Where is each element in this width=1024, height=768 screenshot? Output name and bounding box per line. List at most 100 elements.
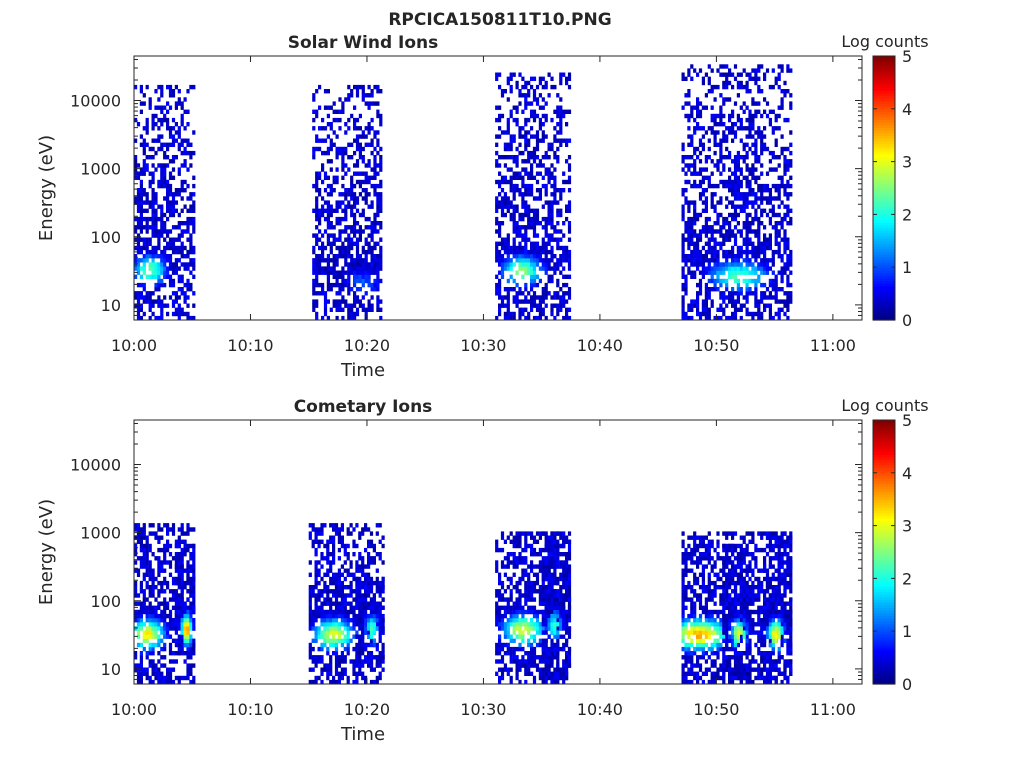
- heatmap-cell: [312, 233, 316, 238]
- heatmap-cell: [320, 667, 324, 672]
- heatmap-cell: [698, 291, 703, 296]
- heatmap-cell: [347, 93, 351, 98]
- heatmap-cell: [139, 601, 143, 606]
- heatmap-cell: [145, 547, 149, 553]
- heatmap-cell: [142, 258, 146, 263]
- heatmap-cell: [139, 183, 143, 189]
- heatmap-cell: [527, 249, 531, 255]
- heatmap-cell: [701, 142, 705, 147]
- heatmap-cell: [521, 175, 525, 180]
- heatmap-cell: [314, 539, 318, 544]
- heatmap-cell: [136, 163, 141, 168]
- heatmap-cell: [736, 93, 740, 98]
- heatmap-cell: [530, 221, 534, 226]
- heatmap-cell: [174, 613, 178, 619]
- heatmap-cell: [687, 134, 691, 139]
- heatmap-cell: [521, 196, 525, 201]
- heatmap-cell: [157, 568, 161, 573]
- heatmap-cell: [343, 609, 347, 615]
- heatmap-cell: [315, 200, 319, 205]
- heatmap-cell: [168, 200, 173, 205]
- heatmap-cell: [500, 642, 505, 648]
- heatmap-cell: [704, 200, 708, 205]
- heatmap-cell: [344, 208, 348, 213]
- heatmap-cell: [532, 241, 537, 246]
- heatmap-cell: [503, 564, 507, 569]
- heatmap-cell: [154, 630, 158, 635]
- heatmap-cell: [754, 175, 758, 180]
- heatmap-cell: [722, 134, 726, 139]
- heatmap-cell: [512, 535, 516, 540]
- heatmap-cell: [684, 188, 688, 193]
- heatmap-cell: [524, 659, 528, 664]
- heatmap-cell: [530, 208, 534, 213]
- heatmap-cell: [728, 150, 732, 156]
- heatmap-cell: [367, 626, 371, 631]
- heatmap-cell: [763, 233, 767, 238]
- heatmap-cell: [777, 307, 781, 312]
- heatmap-cell: [134, 303, 138, 308]
- heatmap-cell: [189, 601, 193, 606]
- heatmap-cell: [145, 245, 149, 251]
- heatmap-cell: [506, 200, 510, 205]
- heatmap-cell: [163, 576, 167, 582]
- heatmap-cell: [332, 630, 336, 635]
- heatmap-cell: [530, 531, 534, 536]
- heatmap-cell: [530, 163, 534, 168]
- heatmap-cell: [512, 155, 516, 160]
- heatmap-cell: [171, 159, 176, 164]
- heatmap-cell: [142, 552, 146, 557]
- heatmap-cell: [565, 274, 569, 279]
- heatmap-cell: [160, 262, 164, 267]
- heatmap-cell: [728, 299, 732, 304]
- heatmap-cell: [532, 93, 537, 98]
- heatmap-cell: [145, 580, 149, 586]
- heatmap-cell: [323, 667, 327, 672]
- heatmap-cell: [139, 547, 143, 553]
- heatmap-cell: [742, 142, 746, 147]
- heatmap-cell: [567, 84, 572, 90]
- heatmap-cell: [183, 630, 187, 635]
- heatmap-cell: [174, 291, 178, 296]
- heatmap-cell: [713, 258, 717, 263]
- heatmap-cell: [547, 233, 551, 238]
- heatmap-cell: [171, 196, 176, 201]
- heatmap-cell: [358, 146, 362, 152]
- heatmap-cell: [524, 122, 528, 127]
- heatmap-cell: [786, 254, 790, 259]
- heatmap-cell: [506, 266, 510, 271]
- heatmap-cell: [728, 225, 732, 230]
- heatmap-cell: [710, 258, 714, 263]
- heatmap-cell: [311, 646, 315, 652]
- heatmap-cell: [341, 183, 345, 189]
- heatmap-cell: [157, 539, 161, 544]
- heatmap-cell: [180, 274, 184, 279]
- heatmap-cell: [532, 585, 537, 590]
- heatmap-cell: [145, 192, 149, 197]
- heatmap-cell: [512, 564, 516, 569]
- heatmap-cell: [192, 642, 196, 648]
- heatmap-cell: [559, 212, 563, 218]
- heatmap-cell: [308, 572, 312, 577]
- heatmap-cell: [736, 183, 740, 189]
- heatmap-cell: [323, 613, 327, 619]
- heatmap-cell: [701, 225, 705, 230]
- heatmap-cell: [151, 663, 155, 668]
- heatmap-cell: [527, 299, 531, 304]
- heatmap-cell: [532, 597, 537, 602]
- heatmap-cell: [315, 134, 319, 139]
- heatmap-cell: [326, 671, 330, 676]
- heatmap-cell: [166, 626, 170, 631]
- heatmap-cell: [754, 212, 758, 218]
- heatmap-cell: [148, 146, 152, 152]
- heatmap-cell: [562, 291, 566, 296]
- heatmap-cell: [154, 113, 158, 119]
- heatmap-cell: [340, 564, 344, 569]
- heatmap-cell: [358, 183, 362, 189]
- heatmap-cell: [171, 299, 176, 304]
- heatmap-cell: [707, 287, 711, 292]
- heatmap-cell: [373, 101, 377, 106]
- heatmap-cell: [334, 601, 339, 606]
- heatmap-cell: [308, 589, 312, 594]
- heatmap-cell: [373, 130, 377, 135]
